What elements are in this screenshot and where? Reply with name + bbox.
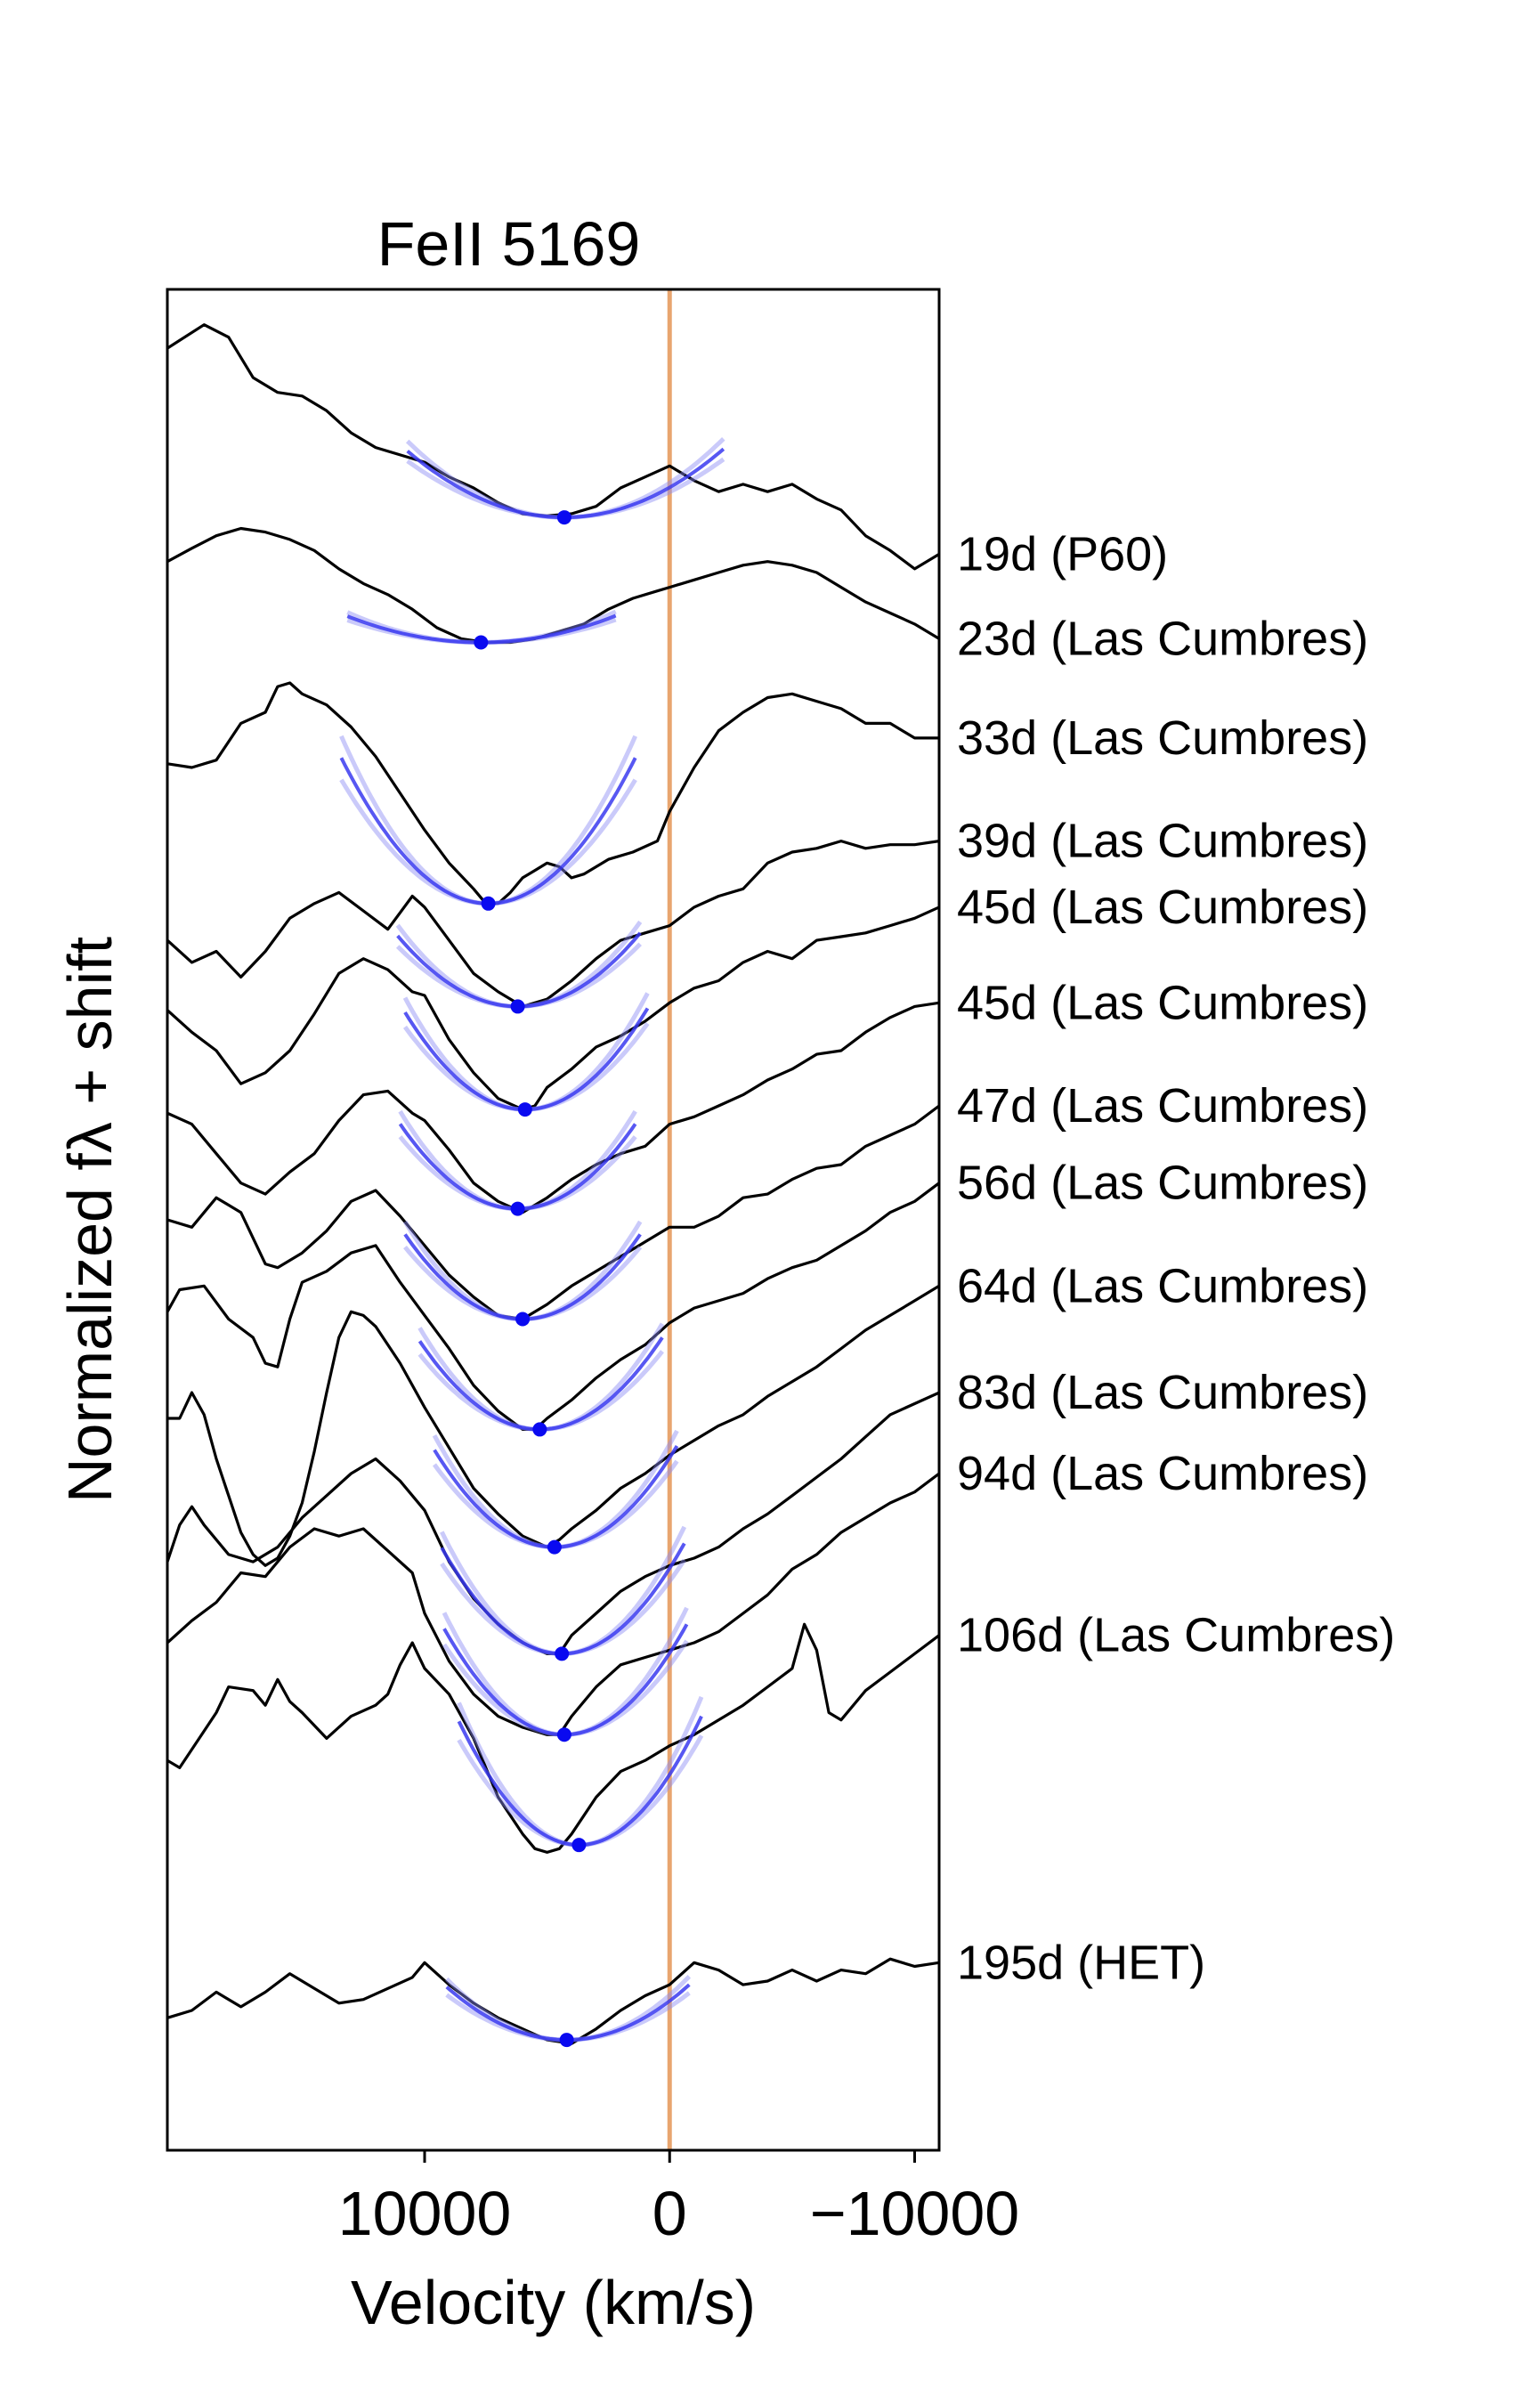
velocity-minimum-point: [547, 1539, 562, 1555]
spectrum-line: [167, 840, 939, 1008]
spectrum-line: [167, 526, 939, 645]
plot-area: [167, 289, 939, 2150]
spectrum-line: [167, 1104, 939, 1321]
velocity-minimum-point: [481, 896, 496, 911]
epoch-label: 23d (Las Cumbres): [957, 612, 1368, 665]
velocity-minimum-point: [559, 2033, 574, 2048]
epoch-label: 45d (Las Cumbres): [957, 976, 1368, 1029]
epoch-label: 19d (P60): [957, 527, 1168, 581]
velocity-minimum-point: [532, 1422, 547, 1437]
velocity-minimum-point: [556, 1727, 571, 1742]
velocity-minimum-point: [517, 1102, 532, 1117]
velocity-minimum-point: [510, 999, 525, 1014]
epoch-label: 64d (Las Cumbres): [957, 1259, 1368, 1312]
spectrum-6: [167, 1104, 939, 1327]
spectrum-1: [167, 526, 939, 650]
spectrum-0: [167, 323, 939, 571]
epoch-label: 94d (Las Cumbres): [957, 1447, 1368, 1500]
epoch-label: 83d (Las Cumbres): [957, 1366, 1368, 1419]
plot-frame: [166, 288, 941, 2152]
spectrum-12: [167, 1957, 939, 2048]
x-tick-label: 10000: [338, 2179, 512, 2248]
x-axis-label: Velocity (km/s): [351, 2268, 756, 2337]
velocity-minimum-point: [510, 1201, 525, 1216]
spectrum-9: [167, 1391, 939, 1661]
epoch-label: 39d (Las Cumbres): [957, 815, 1368, 868]
epoch-label: 195d (HET): [957, 1936, 1205, 1989]
epoch-label: 33d (Las Cumbres): [957, 711, 1368, 765]
spectrum-2: [167, 681, 939, 911]
epoch-label: 45d (Las Cumbres): [957, 881, 1368, 934]
x-tick-label: −10000: [810, 2179, 1020, 2248]
spectrum-line: [167, 1284, 939, 1567]
spectrum-line: [167, 681, 939, 906]
x-tick-label: 0: [652, 2179, 687, 2248]
spectrum-4: [167, 906, 939, 1117]
epoch-label: 47d (Las Cumbres): [957, 1079, 1368, 1133]
spectrum-line: [167, 906, 939, 1111]
chart-title: FeII 5169: [377, 209, 641, 279]
spectrum-line: [167, 1622, 939, 1854]
velocity-minimum-point: [515, 1312, 531, 1327]
spectrum-3: [167, 840, 939, 1014]
velocity-minimum-point: [556, 510, 571, 525]
x-axis-ticks: 10000 0 −10000: [338, 2150, 1020, 2248]
spectrum-7: [167, 1182, 939, 1437]
y-axis-label: Normalized fλ + shift: [55, 937, 125, 1503]
velocity-minimum-point: [571, 1838, 587, 1853]
spectrum-10: [167, 1472, 939, 1742]
velocity-minimum-point: [474, 635, 489, 650]
velocity-minimum-point: [555, 1646, 570, 1661]
spectrum-line: [167, 1001, 939, 1214]
spectrum-8: [167, 1284, 939, 1567]
spectrum-5: [167, 1001, 939, 1216]
epoch-labels: 19d (P60) 23d (Las Cumbres) 33d (Las Cumbr…: [957, 527, 1395, 1989]
epoch-label: 106d (Las Cumbres): [957, 1609, 1395, 1662]
spectrum-11: [167, 1622, 939, 1854]
epoch-label: 56d (Las Cumbres): [957, 1157, 1368, 1210]
